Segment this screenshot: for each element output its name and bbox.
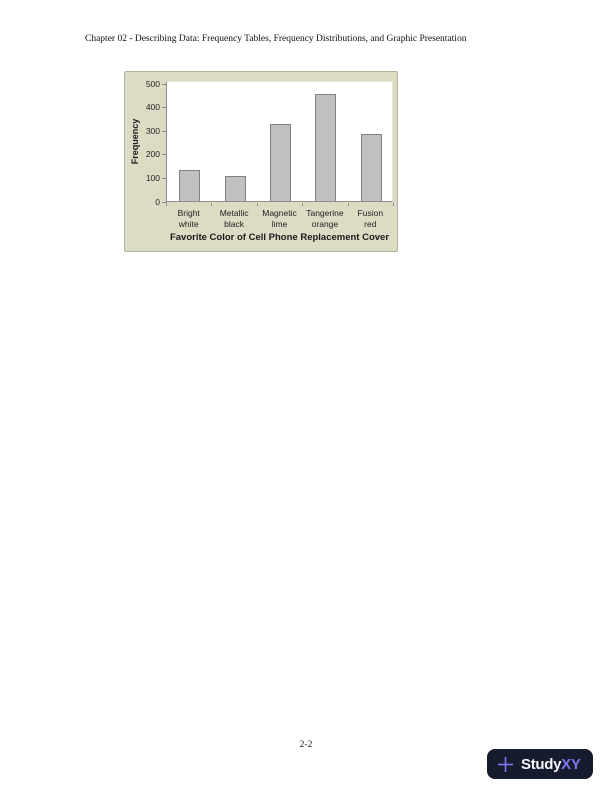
x-axis-title: Favorite Color of Cell Phone Replacement… — [169, 232, 390, 243]
plot-area — [166, 81, 393, 202]
studyxy-logo: StudyXY — [487, 749, 593, 779]
bar-2 — [224, 176, 246, 201]
bar-1 — [179, 170, 201, 201]
x-tick-mark — [347, 203, 349, 206]
x-category-label-5: Fusion red — [357, 208, 384, 229]
x-tick-mark — [256, 203, 258, 206]
y-tick-label-300: 300 — [145, 125, 160, 136]
y-tick-mark — [162, 177, 167, 179]
x-category-label-3: Magnetic lime — [262, 208, 297, 229]
frequency-bar-chart: Frequency Favorite Color of Cell Phone R… — [124, 71, 398, 252]
x-tick-mark — [166, 203, 167, 206]
y-tick-label-500: 500 — [145, 78, 160, 89]
plus-icon — [498, 756, 513, 772]
x-tick-mark — [211, 203, 213, 206]
x-category-label-1: Bright white — [177, 208, 200, 229]
x-category-label-2: Metallic black — [219, 208, 249, 229]
bar-5 — [360, 134, 382, 201]
x-tick-mark — [302, 203, 304, 206]
bar-4 — [315, 94, 337, 201]
y-tick-mark — [162, 130, 167, 132]
x-tick-mark — [393, 203, 394, 206]
y-tick-label-400: 400 — [145, 102, 160, 113]
y-tick-mark — [162, 201, 167, 203]
y-tick-mark — [162, 107, 167, 109]
y-tick-label-200: 200 — [145, 149, 160, 160]
page-number: 2-2 — [299, 740, 313, 750]
logo-text: StudyXY — [521, 757, 581, 772]
y-tick-label-0: 0 — [155, 196, 160, 207]
y-tick-mark — [162, 83, 167, 85]
y-tick-mark — [162, 154, 167, 156]
x-category-label-4: Tangerine orange — [306, 208, 344, 229]
bar-3 — [270, 124, 291, 201]
logo-text-primary: Study — [521, 755, 562, 773]
chapter-header: Chapter 02 - Describing Data: Frequency … — [85, 34, 467, 44]
logo-text-accent: XY — [561, 755, 581, 773]
y-tick-label-100: 100 — [145, 172, 160, 183]
